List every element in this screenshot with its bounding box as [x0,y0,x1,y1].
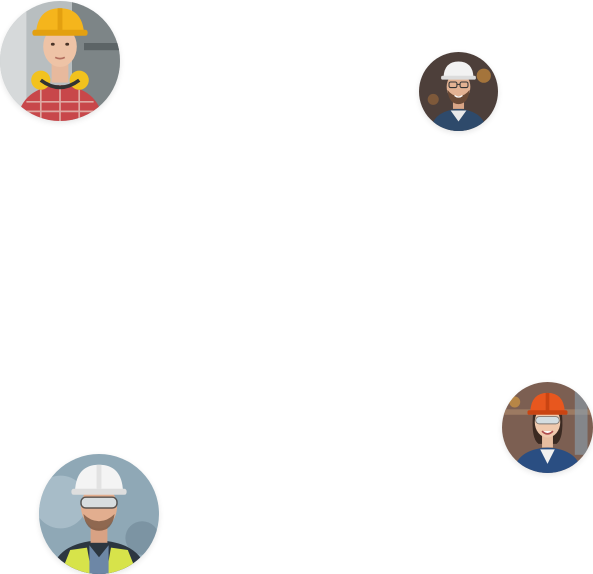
worker-avatar-icon [502,382,593,473]
worker-avatar-4 [39,454,159,574]
worker-avatar-3 [502,382,593,473]
worker-avatar-1 [0,1,120,121]
worker-avatar-icon [419,52,498,131]
worker-avatar-icon [0,1,120,121]
worker-avatar-2 [419,52,498,131]
worker-avatar-icon [39,454,159,574]
